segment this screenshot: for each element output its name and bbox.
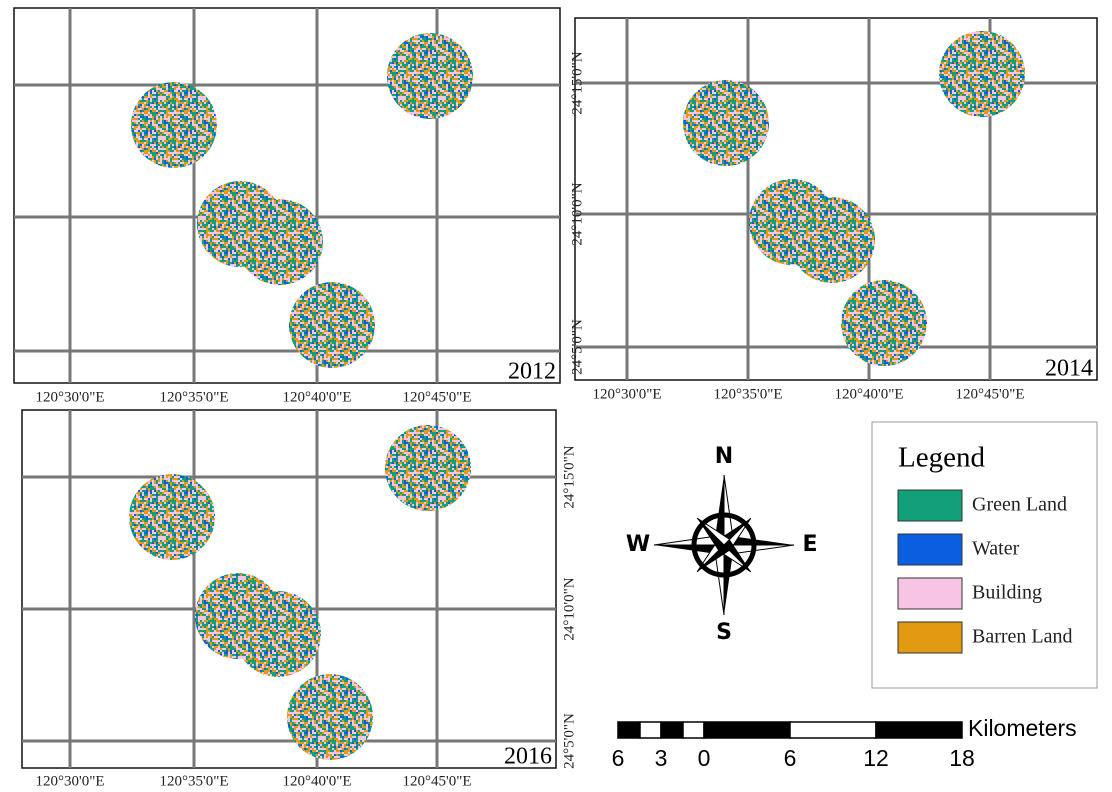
legend-swatch bbox=[898, 622, 962, 653]
scale-segment bbox=[618, 722, 640, 738]
land-cover-image bbox=[789, 197, 875, 283]
land-cover-image bbox=[131, 82, 217, 168]
map-panel: 2012 bbox=[14, 8, 560, 385]
x-axis-label: 120°45'0"E bbox=[403, 773, 472, 789]
x-axis-label: 120°45'0"E bbox=[403, 389, 472, 405]
scale-tick-label: 18 bbox=[949, 745, 975, 771]
x-axis-label: 120°35'0"E bbox=[714, 386, 783, 402]
land-cover-image bbox=[289, 282, 375, 368]
compass-s: S bbox=[716, 620, 732, 645]
map-panel: 2014 bbox=[575, 18, 1097, 382]
x-axis-label: 120°30'0"E bbox=[36, 389, 105, 405]
y-axis-label: 24°15'0"N bbox=[561, 445, 577, 508]
land-cover-image bbox=[683, 80, 769, 166]
scale-tick-label: 0 bbox=[698, 745, 711, 771]
y-axis-label: 24°10'0"N bbox=[569, 182, 585, 245]
scale-tick-label: 12 bbox=[863, 745, 889, 771]
figure: 2012 120°30'0"E 120°35'0"E 120°40'0"E 120°45… bbox=[0, 0, 1112, 792]
x-axis-label: 120°35'0"E bbox=[160, 389, 229, 405]
year-label: 2014 bbox=[1045, 356, 1093, 382]
legend-label: Green Land bbox=[972, 494, 1067, 516]
scale-unit: Kilometers bbox=[968, 715, 1077, 741]
scale-segment bbox=[683, 722, 704, 738]
scale-tick-label: 6 bbox=[784, 745, 797, 771]
land-cover-image bbox=[287, 674, 373, 760]
x-axis-label: 120°40'0"E bbox=[283, 389, 352, 405]
map-panel: 2016 bbox=[22, 410, 556, 770]
legend-swatch bbox=[898, 578, 962, 609]
x-axis-label: 120°30'0"E bbox=[593, 386, 662, 402]
land-cover-image bbox=[129, 474, 215, 560]
land-cover-image bbox=[235, 591, 321, 677]
y-axis-label: 24°5'0"N bbox=[561, 713, 577, 769]
land-cover-image bbox=[385, 425, 471, 511]
year-label: 2012 bbox=[508, 359, 556, 385]
y-axis-label: 24°15'0"N bbox=[569, 51, 585, 114]
land-cover-image bbox=[841, 280, 927, 366]
legend-label: Water bbox=[972, 538, 1020, 560]
scale-tick-label: 6 bbox=[612, 745, 625, 771]
compass-e: E bbox=[802, 532, 817, 557]
x-axis-label: 120°45'0"E bbox=[956, 386, 1025, 402]
legend-label: Building bbox=[972, 582, 1042, 604]
x-axis-label: 120°30'0"E bbox=[36, 773, 105, 789]
year-label: 2016 bbox=[504, 744, 552, 770]
legend-swatch bbox=[898, 490, 962, 521]
legend-title: Legend bbox=[898, 442, 985, 474]
land-cover-image bbox=[387, 33, 473, 119]
panel-frame bbox=[14, 8, 560, 383]
scale-segment bbox=[876, 722, 962, 738]
land-cover-image bbox=[939, 31, 1025, 117]
scale-segment bbox=[640, 722, 661, 738]
compass-n: N bbox=[715, 444, 733, 469]
x-axis-label: 120°40'0"E bbox=[283, 773, 352, 789]
x-axis-label: 120°35'0"E bbox=[160, 773, 229, 789]
land-cover-image bbox=[237, 199, 323, 285]
compass-w: W bbox=[626, 532, 650, 557]
x-axis-label: 120°40'0"E bbox=[835, 386, 904, 402]
scale-segment bbox=[790, 722, 876, 738]
scale-tick-label: 3 bbox=[655, 745, 668, 771]
scale-segment bbox=[704, 722, 790, 738]
scale-segment bbox=[661, 722, 683, 738]
legend-label: Barren Land bbox=[972, 626, 1073, 648]
y-axis-label: 24°5'0"N bbox=[569, 319, 585, 375]
legend-swatch bbox=[898, 534, 962, 565]
y-axis-label: 24°10'0"N bbox=[561, 577, 577, 640]
compass bbox=[654, 475, 794, 615]
